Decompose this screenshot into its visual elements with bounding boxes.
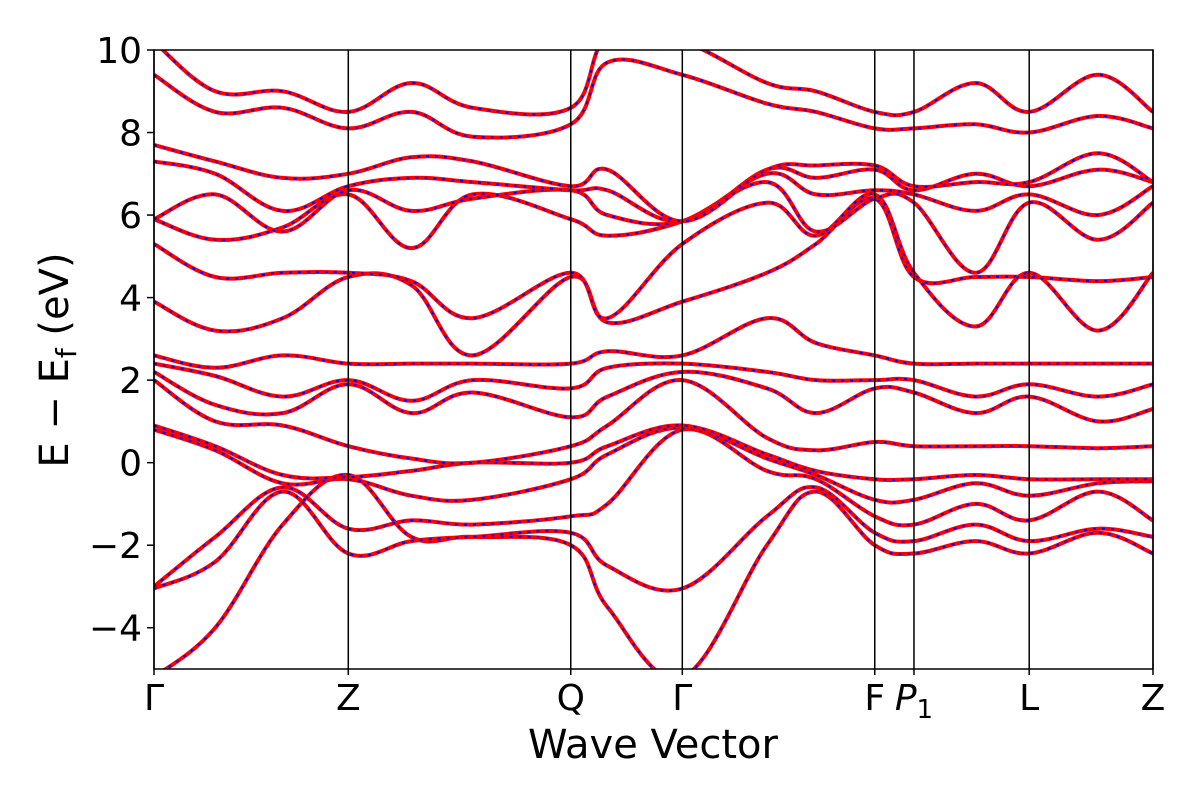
band-line-7 <box>154 369 1153 424</box>
y-tick-label-3: 0 <box>119 444 142 485</box>
y-axis-label-tail: (eV) <box>32 252 78 348</box>
y-tick-label-2: −2 <box>89 526 142 567</box>
plot-background <box>154 50 1153 669</box>
band-line-overlay-4 <box>154 426 1153 504</box>
y-axis-label-group: E − Ef (eV) <box>32 252 83 467</box>
x-axis-label: Wave Vector <box>528 722 779 768</box>
y-axis-label-sub: f <box>50 347 83 358</box>
band-line-overlay-11 <box>154 192 1153 332</box>
y-tick-label-5: 4 <box>119 279 142 320</box>
plot-frame <box>153 49 1154 670</box>
x-tick-label-2: Z <box>336 678 361 719</box>
band-line-overlay-15 <box>154 143 1153 223</box>
y-tick-label-8: 10 <box>96 31 142 72</box>
x-tick-label-1: Γ <box>144 678 164 719</box>
y-axis-label: E − Ef (eV) <box>32 252 83 467</box>
x-axis: Γ Z Q Γ F P1 L Z <box>144 669 1165 725</box>
x-tick-label-5: F <box>864 678 885 719</box>
x-tick-label-4: Γ <box>672 678 692 719</box>
y-tick-label-4: 2 <box>119 361 142 402</box>
band-line-overlay-3 <box>154 428 1153 588</box>
band-line-overlay-13 <box>154 172 1153 233</box>
x-tick-label-3: Q <box>557 678 585 719</box>
band-line-overlay-6 <box>154 379 1153 465</box>
bands-layer <box>154 50 1153 669</box>
band-line-1 <box>162 472 1153 669</box>
x-tick-label-6: P1 <box>895 678 933 725</box>
y-tick-label-7: 8 <box>119 114 142 155</box>
band-line-overlay-16 <box>154 58 1153 139</box>
band-line-overlay-17 <box>161 50 1153 117</box>
band-line-overlay-14 <box>154 160 1153 223</box>
band-line-2 <box>154 485 1153 593</box>
band-line-overlay-8 <box>154 362 1153 402</box>
y-tick-label-6: 6 <box>119 196 142 237</box>
band-line-overlay-5 <box>154 424 1153 482</box>
band-line-overlay-10 <box>154 197 1153 357</box>
y-axis-label-main: E − E <box>32 358 78 468</box>
y-axis: −4 −2 0 2 4 6 8 10 <box>89 31 154 650</box>
x-tick-label-7: L <box>1019 678 1039 719</box>
x-tick-label-8: Z <box>1141 678 1166 719</box>
y-tick-label-1: −4 <box>89 609 142 650</box>
